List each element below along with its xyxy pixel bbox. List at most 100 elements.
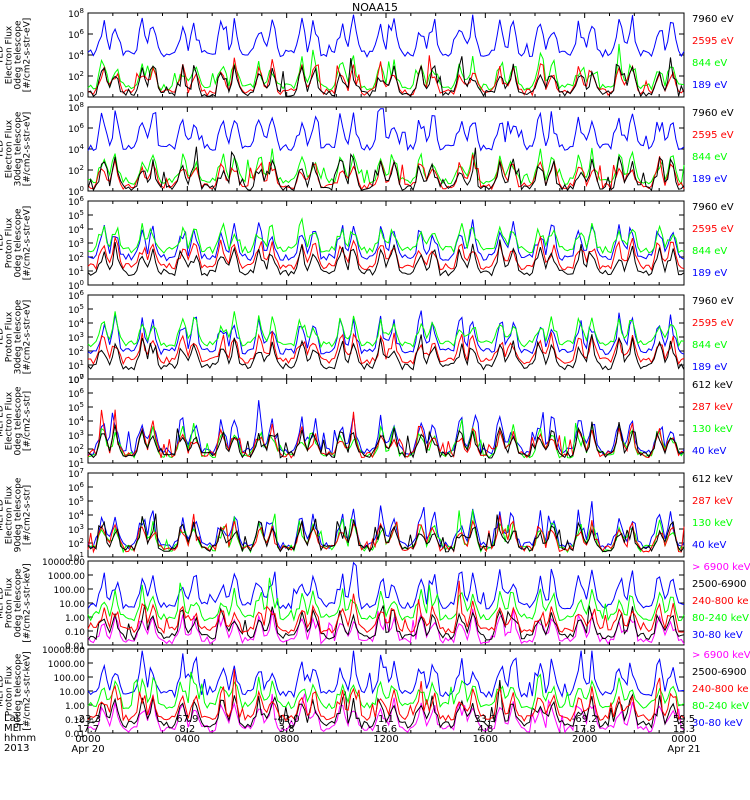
y-tick-label: 104 — [68, 223, 84, 236]
legend-label: 2500-6900 — [692, 667, 747, 678]
y-tick-label: 102 — [68, 345, 84, 358]
legend-label: 287 keV — [692, 496, 733, 507]
panel-2: 100 102 104 106 108 TEDElectron Flux30deg tel… — [0, 101, 734, 198]
x-tick-label-mlt: 17.8 — [574, 724, 596, 735]
y-tick-label: 103 — [68, 429, 84, 442]
y-tick-label: 102 — [68, 537, 84, 550]
y-tick-label: 106 — [68, 28, 84, 41]
y-axis-label: TEDElectron Flux30deg telescope[#/cm2-s-… — [0, 111, 33, 186]
series-line — [88, 331, 685, 366]
y-axis-label: TEDElectron Flux0deg telescope[#/cm2-s-s… — [0, 18, 33, 93]
legend-label: > 6900 keV — [692, 562, 750, 573]
x-tick-label-lat: -69.2 — [572, 714, 598, 725]
series-line — [87, 56, 685, 98]
x-tick-label-mlt: 8.2 — [179, 724, 195, 735]
y-tick-label: 107 — [68, 373, 84, 386]
y-tick-label: 104 — [68, 509, 84, 522]
x-tick-label-lat: 1.1 — [378, 714, 394, 725]
y-tick-label: 101 — [68, 551, 84, 564]
y-axis-label: TEDProton Flux0deg telescope[#/cm2-s-str… — [0, 206, 33, 281]
x-tick-label-hhmm: 0000 — [75, 734, 100, 745]
panel-8: 0.01 0.10 1.00 10.00 100.00 1000.00 10000.00 ME… — [0, 646, 750, 740]
legend-label: 7960 eV — [692, 14, 734, 25]
legend-label: 189 eV — [692, 362, 727, 373]
x-tick-label-date: Apr 21 — [667, 744, 700, 755]
series-line — [87, 217, 685, 255]
y-tick-label: 107 — [68, 467, 84, 480]
series-line — [87, 235, 685, 271]
series-line — [87, 580, 685, 635]
y-tick-label: 102 — [68, 443, 84, 456]
y-tick-label: 104 — [68, 49, 84, 62]
series-line — [87, 310, 685, 356]
legend-label: 130 keV — [692, 424, 733, 435]
legend-label: 7960 eV — [692, 202, 734, 213]
y-tick-label: 106 — [68, 195, 84, 208]
series-line — [87, 311, 685, 349]
y-tick-label: 1.00 — [65, 614, 85, 624]
x-tick-label-date: Apr 20 — [71, 744, 104, 755]
series-line — [87, 577, 685, 622]
y-tick-label: 10.00 — [59, 688, 85, 698]
series-line — [87, 55, 685, 97]
legend-label: 7960 eV — [692, 296, 734, 307]
legend-label: 2595 eV — [692, 318, 734, 329]
legend-label: 189 eV — [692, 268, 727, 279]
y-tick-label: 100 — [68, 91, 84, 104]
x-tick-label-lat: 67.9 — [176, 714, 198, 725]
x-tick-label-mlt: 3.8 — [279, 724, 295, 735]
y-tick-label: 106 — [68, 289, 84, 302]
x-tick-label-hhmm: 0800 — [274, 734, 299, 745]
y-tick-label: 101 — [68, 359, 84, 372]
legend-label: 844 eV — [692, 246, 727, 257]
y-tick-label: 1000.00 — [48, 660, 85, 670]
x-tick-label-mlt: 15.3 — [673, 724, 695, 735]
hhmm-row-label: hhmm — [4, 733, 37, 744]
series-line — [87, 421, 685, 459]
year-row-label: 2013 — [4, 743, 30, 754]
x-tick-label-hhmm: 0400 — [175, 734, 200, 745]
y-tick-label: 104 — [68, 317, 84, 330]
legend-label: 30-80 keV — [692, 630, 743, 641]
panel-frame — [87, 106, 685, 192]
y-axis-label: MEPEDProton Flux0deg telescope[#/cm2-s-s… — [0, 563, 33, 642]
legend-label: 189 eV — [692, 174, 727, 185]
y-tick-label: 105 — [68, 209, 84, 222]
y-axis-label: TEDProton Flux30deg telescope[#/cm2-s-st… — [0, 299, 33, 374]
legend-label: 7960 eV — [692, 108, 734, 119]
y-tick-label: 103 — [68, 237, 84, 250]
series-line — [87, 14, 685, 58]
legend-label: 80-240 keV — [692, 613, 749, 624]
x-tick-label-lat: 59.5 — [673, 714, 695, 725]
y-tick-label: 0.10 — [65, 716, 85, 726]
chart-title: NOAA15 — [351, 1, 399, 14]
x-tick-label-mlt: 16.6 — [375, 724, 397, 735]
legend-label: 612 keV — [692, 380, 733, 391]
series-line — [87, 513, 685, 554]
series-line — [87, 650, 685, 699]
y-tick-label: 10.00 — [59, 600, 85, 610]
legend-label: 189 eV — [692, 80, 727, 91]
x-tick-label-lat: 33.3 — [474, 714, 496, 725]
legend-label: 240-800 ke — [692, 596, 749, 607]
x-tick-label-lat: -43.0 — [274, 714, 300, 725]
series-line — [87, 239, 685, 277]
y-tick-label: 0.01 — [65, 642, 85, 652]
y-tick-label: 102 — [68, 251, 84, 264]
y-tick-label: 106 — [68, 481, 84, 494]
legend-label: 40 keV — [692, 446, 726, 457]
x-axis-row-labels: Lat MLT hhmm 2013 — [4, 714, 36, 754]
x-tick-label-lat: -23.3 — [75, 714, 101, 725]
legend-label: 287 keV — [692, 402, 733, 413]
y-tick-label: 100.00 — [54, 586, 86, 596]
y-axis-label: MEPEDElectron Flux90deg telescope[#/cm2-… — [0, 477, 33, 552]
legend-label: 2595 eV — [692, 36, 734, 47]
y-tick-label: 105 — [68, 401, 84, 414]
y-tick-label: 101 — [68, 457, 84, 470]
series-line — [87, 668, 685, 723]
y-tick-label: 10000.00 — [42, 646, 85, 656]
